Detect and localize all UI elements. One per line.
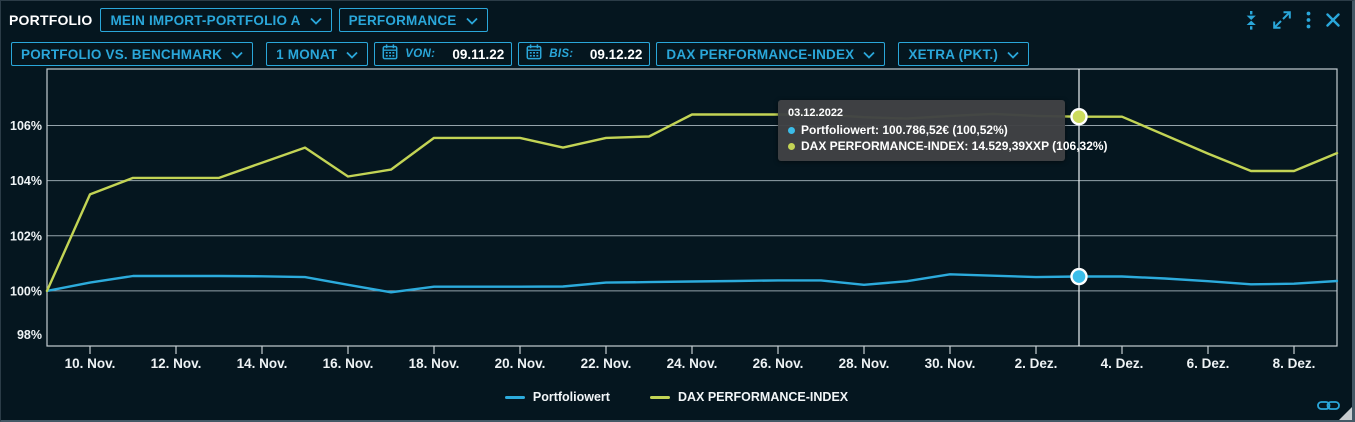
kebab-menu-icon[interactable] (1306, 11, 1311, 29)
chevron-down-icon (309, 13, 322, 28)
legend-label: Portfoliowert (532, 390, 610, 404)
view-dropdown-label: PERFORMANCE (348, 12, 457, 28)
resize-grip[interactable] (1339, 407, 1352, 420)
date-from-field[interactable]: VON: 09.11.22 (374, 42, 513, 66)
portfolio-bullet-icon (788, 126, 795, 134)
chart-tooltip: 03.12.2022 Portfoliowert: 100.786,52€ (1… (778, 100, 1108, 161)
svg-text:6. Dez.: 6. Dez. (1187, 356, 1230, 371)
chevron-down-icon (346, 47, 358, 62)
chevron-down-icon (863, 47, 876, 62)
svg-text:106%: 106% (10, 119, 42, 133)
portfolio-line-swatch (504, 395, 525, 399)
tooltip-row-portfolio: Portfoliowert: 100.786,52€ (100,52%) (788, 123, 1055, 137)
link-icon[interactable] (1317, 399, 1340, 412)
svg-text:8. Dez.: 8. Dez. (1273, 356, 1316, 371)
range-dropdown-label: 1 MONAT (276, 46, 338, 62)
legend-label: DAX PERFORMANCE-INDEX (677, 390, 849, 404)
svg-text:102%: 102% (10, 229, 42, 243)
tooltip-date: 03.12.2022 (788, 107, 844, 119)
svg-text:16. Nov.: 16. Nov. (323, 356, 374, 371)
dax-line-swatch (649, 395, 670, 399)
svg-text:28. Nov.: 28. Nov. (839, 356, 890, 371)
legend-item-portfolio[interactable]: Portfoliowert (504, 390, 610, 404)
mode-dropdown-label: PORTFOLIO VS. BENCHMARK (21, 46, 223, 62)
svg-text:10. Nov.: 10. Nov. (65, 356, 116, 371)
exchange-dropdown-label: XETRA (PKT.) (908, 46, 999, 62)
svg-text:14. Nov.: 14. Nov. (237, 356, 288, 371)
range-dropdown[interactable]: 1 MONAT (266, 42, 369, 66)
widget-header: PORTFOLIO MEIN IMPORT-PORTFOLIO A PERFOR… (1, 1, 1352, 39)
expand-icon[interactable] (1273, 11, 1291, 29)
date-to-value[interactable]: 09.12.22 (589, 46, 643, 62)
svg-text:22. Nov.: 22. Nov. (581, 356, 632, 371)
calendar-icon (526, 43, 542, 65)
svg-text:30. Nov.: 30. Nov. (925, 356, 976, 371)
svg-text:26. Nov.: 26. Nov. (753, 356, 804, 371)
mode-dropdown[interactable]: PORTFOLIO VS. BENCHMARK (11, 42, 254, 66)
svg-text:24. Nov.: 24. Nov. (667, 356, 718, 371)
view-dropdown[interactable]: PERFORMANCE (338, 8, 488, 32)
date-from-value[interactable]: 09.11.22 (452, 46, 505, 62)
chevron-down-icon (1007, 47, 1019, 62)
date-to-field[interactable]: BIS: 09.12.22 (518, 42, 651, 66)
collapse-vertical-icon[interactable] (1244, 10, 1258, 30)
svg-text:4. Dez.: 4. Dez. (1101, 356, 1144, 371)
svg-text:98%: 98% (17, 328, 42, 342)
portfolio-dropdown[interactable]: MEIN IMPORT-PORTFOLIO A (100, 8, 332, 32)
tooltip-row-dax: DAX PERFORMANCE-INDEX: 14.529,39XXP (106… (788, 139, 1108, 153)
svg-text:104%: 104% (10, 174, 42, 188)
svg-text:2. Dez.: 2. Dez. (1015, 356, 1058, 371)
calendar-icon (382, 43, 398, 65)
close-icon[interactable] (1326, 13, 1340, 27)
svg-text:12. Nov.: 12. Nov. (151, 356, 202, 371)
benchmark-dropdown[interactable]: DAX PERFORMANCE-INDEX (656, 42, 886, 66)
svg-text:18. Nov.: 18. Nov. (409, 356, 460, 371)
chevron-down-icon (231, 47, 243, 62)
portfolio-dropdown-label: MEIN IMPORT-PORTFOLIO A (110, 12, 301, 28)
svg-text:20. Nov.: 20. Nov. (495, 356, 546, 371)
dax-bullet-icon (788, 142, 795, 150)
tooltip-row-text: Portfoliowert: 100.786,52€ (100,52%) (801, 123, 1008, 137)
date-from-label: VON: (405, 48, 436, 60)
date-to-label: BIS: (549, 48, 574, 60)
header-actions (1244, 1, 1340, 39)
chevron-down-icon (465, 13, 478, 28)
benchmark-dropdown-label: DAX PERFORMANCE-INDEX (666, 46, 855, 62)
chart-legend: Portfoliowert DAX PERFORMANCE-INDEX (1, 390, 1352, 404)
exchange-dropdown[interactable]: XETRA (PKT.) (898, 42, 1030, 66)
page-title: PORTFOLIO (9, 12, 93, 28)
chart-toolbar: PORTFOLIO VS. BENCHMARK 1 MONAT (1, 39, 1352, 69)
legend-item-dax[interactable]: DAX PERFORMANCE-INDEX (649, 390, 849, 404)
svg-text:100%: 100% (10, 284, 42, 298)
tooltip-row-text: DAX PERFORMANCE-INDEX: 14.529,39XXP (106… (801, 139, 1108, 153)
